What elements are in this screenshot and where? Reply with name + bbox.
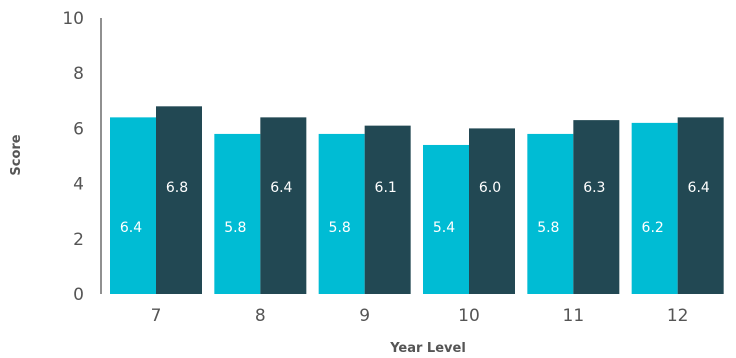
x-tick-label: 9: [359, 306, 370, 326]
bar: [318, 133, 365, 294]
bar: [573, 120, 620, 295]
bar: [631, 122, 678, 294]
x-tick-label: 11: [563, 306, 585, 326]
y-tick-label: 8: [73, 64, 84, 84]
data-label: 6.3: [583, 180, 605, 196]
data-label: 6.1: [375, 180, 397, 196]
bar: [156, 106, 202, 294]
y-tick-labels: 0 2 4 6 8 10: [62, 9, 84, 305]
bar: [214, 133, 261, 294]
y-tick-label: 2: [73, 230, 84, 250]
data-label: 6.2: [642, 220, 664, 236]
data-label: 5.8: [224, 220, 246, 236]
x-tick-labels: 7 8 9 10 11 12: [151, 306, 689, 326]
x-tick-label: 10: [458, 306, 480, 326]
bars-group: [110, 106, 724, 295]
bar: [423, 144, 469, 294]
x-axis-title: Year Level: [389, 341, 466, 356]
x-tick-label: 8: [255, 306, 266, 326]
x-tick-label: 12: [667, 306, 689, 326]
y-tick-label: 0: [73, 285, 84, 305]
data-label: 6.4: [120, 220, 142, 236]
bar: [260, 117, 307, 294]
x-tick-label: 7: [151, 306, 162, 326]
data-label: 6.0: [479, 180, 501, 196]
y-axis-title: Score: [9, 134, 24, 175]
data-labels-group: 6.4 6.8 5.8 6.4 5.8 6.1 5.4 6.0 5.8 6.3 6.2 6.4: [120, 180, 710, 236]
bar: [527, 133, 574, 294]
data-label: 6.4: [270, 180, 292, 196]
y-tick-label: 4: [73, 175, 84, 195]
data-label: 5.8: [329, 220, 351, 236]
data-label: 6.4: [688, 180, 710, 196]
data-label: 6.8: [166, 180, 188, 196]
bar: [469, 128, 515, 294]
data-label: 5.8: [537, 220, 559, 236]
y-tick-label: 10: [62, 9, 84, 29]
data-label: 5.4: [433, 220, 455, 236]
y-tick-label: 6: [73, 119, 84, 139]
bar: [364, 125, 411, 294]
bar: [110, 117, 156, 294]
bar: [677, 117, 724, 294]
